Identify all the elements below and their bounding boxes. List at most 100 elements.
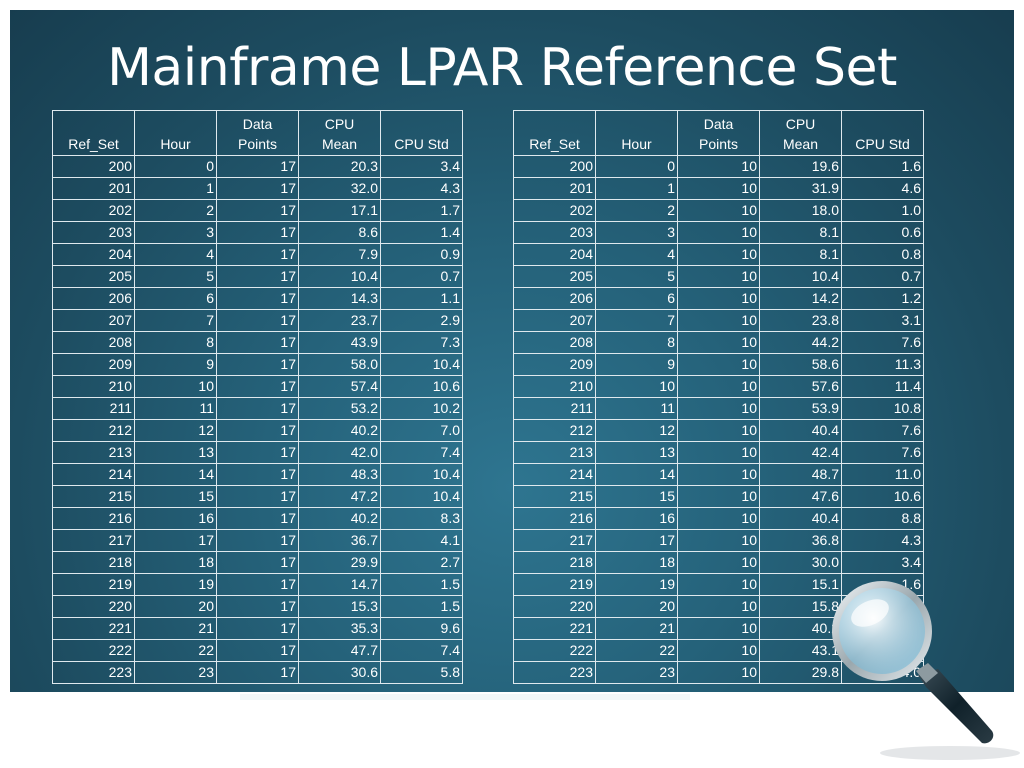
cell-cpu-std: 1.2 <box>841 287 924 310</box>
header-cpu-std: CPU Std <box>380 110 463 156</box>
cell-cpu-std: 8.8 <box>841 507 924 530</box>
cell-ref-set: 215 <box>513 485 596 508</box>
cell-ref-set: 220 <box>52 595 135 618</box>
cell-data-points: 17 <box>216 265 299 288</box>
cell-cpu-mean: 53.2 <box>298 397 381 420</box>
cell-data-points: 17 <box>216 199 299 222</box>
table-row: 223 23 10 29.8 4.0 <box>513 661 924 684</box>
cell-cpu-std: 7.6 <box>841 331 924 354</box>
header-line: Mean <box>782 136 819 152</box>
cell-hour: 6 <box>595 287 678 310</box>
cell-hour: 23 <box>134 661 217 684</box>
table-header-row: Ref_Set Hour Data Points CPU Mean CPU Std <box>513 110 924 156</box>
table-row: 222 22 17 47.7 7.4 <box>52 639 463 662</box>
header-cpu-std: CPU Std <box>841 110 924 156</box>
cell-cpu-mean: 40.2 <box>298 419 381 442</box>
table-row: 203 3 10 8.1 0.6 <box>513 221 924 244</box>
cell-cpu-mean: 31.9 <box>759 177 842 200</box>
cell-cpu-std: 0.7 <box>841 265 924 288</box>
cell-data-points: 17 <box>216 639 299 662</box>
table-row: 221 21 17 35.3 9.6 <box>52 617 463 640</box>
cell-data-points: 17 <box>216 177 299 200</box>
table-row: 209 9 17 58.0 10.4 <box>52 353 463 376</box>
table-row: 202 2 10 18.0 1.0 <box>513 199 924 222</box>
cell-ref-set: 203 <box>513 221 596 244</box>
header-hour: Hour <box>134 110 217 156</box>
cell-cpu-mean: 29.9 <box>298 551 381 574</box>
cell-cpu-std: 5.8 <box>380 661 463 684</box>
cell-ref-set: 212 <box>513 419 596 442</box>
reference-table-right: Ref_Set Hour Data Points CPU Mean CPU Std … <box>513 110 924 684</box>
table-row: 205 5 10 10.4 0.7 <box>513 265 924 288</box>
cell-ref-set: 203 <box>52 221 135 244</box>
page-title: Mainframe LPAR Reference Set <box>107 38 897 98</box>
cell-cpu-std: 4.3 <box>380 177 463 200</box>
cell-ref-set: 206 <box>513 287 596 310</box>
cell-ref-set: 214 <box>513 463 596 486</box>
table-row: 212 12 17 40.2 7.0 <box>52 419 463 442</box>
cell-cpu-mean: 14.3 <box>298 287 381 310</box>
table-header-row: Ref_Set Hour Data Points CPU Mean CPU Std <box>52 110 463 156</box>
table-row: 215 15 17 47.2 10.4 <box>52 485 463 508</box>
cell-ref-set: 217 <box>52 529 135 552</box>
cell-data-points: 17 <box>216 243 299 266</box>
cell-ref-set: 223 <box>52 661 135 684</box>
cell-data-points: 17 <box>216 507 299 530</box>
cell-hour: 13 <box>595 441 678 464</box>
cell-cpu-mean: 43.9 <box>298 331 381 354</box>
table-row: 207 7 10 23.8 3.1 <box>513 309 924 332</box>
cell-cpu-mean: 18.0 <box>759 199 842 222</box>
cell-data-points: 17 <box>216 331 299 354</box>
cell-ref-set: 205 <box>52 265 135 288</box>
cell-hour: 19 <box>134 573 217 596</box>
cell-ref-set: 222 <box>52 639 135 662</box>
cell-cpu-mean: 53.9 <box>759 397 842 420</box>
table-row: 211 11 10 53.9 10.8 <box>513 397 924 420</box>
header-data-points: Data Points <box>677 110 760 156</box>
table-row: 215 15 10 47.6 10.6 <box>513 485 924 508</box>
cell-cpu-mean: 42.0 <box>298 441 381 464</box>
cell-cpu-std: 7.4 <box>380 441 463 464</box>
table-row: 202 2 17 17.1 1.7 <box>52 199 463 222</box>
cell-ref-set: 200 <box>52 155 135 178</box>
cell-hour: 1 <box>595 177 678 200</box>
cell-ref-set: 211 <box>513 397 596 420</box>
cell-hour: 5 <box>134 265 217 288</box>
table-row: 218 18 17 29.9 2.7 <box>52 551 463 574</box>
table-row: 203 3 17 8.6 1.4 <box>52 221 463 244</box>
cell-cpu-mean: 40.2 <box>298 507 381 530</box>
cell-hour: 16 <box>595 507 678 530</box>
cell-hour: 8 <box>595 331 678 354</box>
cell-ref-set: 219 <box>52 573 135 596</box>
header-line: Points <box>238 136 277 152</box>
cell-hour: 22 <box>595 639 678 662</box>
table-row: 200 0 10 19.6 1.6 <box>513 155 924 178</box>
cell-hour: 11 <box>595 397 678 420</box>
cell-hour: 9 <box>134 353 217 376</box>
cell-data-points: 10 <box>677 221 760 244</box>
cell-hour: 0 <box>595 155 678 178</box>
magnifying-glass-icon <box>832 581 1020 760</box>
cell-data-points: 10 <box>677 639 760 662</box>
table-row: 214 14 17 48.3 10.4 <box>52 463 463 486</box>
cell-cpu-std: 4.3 <box>841 529 924 552</box>
cell-data-points: 10 <box>677 287 760 310</box>
cell-ref-set: 219 <box>513 573 596 596</box>
cell-data-points: 17 <box>216 463 299 486</box>
table-row: 214 14 10 48.7 11.0 <box>513 463 924 486</box>
cell-hour: 4 <box>595 243 678 266</box>
cell-cpu-mean: 8.1 <box>759 243 842 266</box>
cell-hour: 17 <box>134 529 217 552</box>
cell-hour: 0 <box>134 155 217 178</box>
cell-data-points: 17 <box>216 221 299 244</box>
cell-cpu-std: 0.8 <box>841 243 924 266</box>
cell-hour: 14 <box>134 463 217 486</box>
cell-cpu-std: 10.4 <box>380 353 463 376</box>
cell-cpu-mean: 14.2 <box>759 287 842 310</box>
cell-cpu-std: 11.0 <box>841 463 924 486</box>
cell-cpu-mean: 58.6 <box>759 353 842 376</box>
cell-ref-set: 208 <box>513 331 596 354</box>
cell-cpu-std: 10.6 <box>841 485 924 508</box>
cell-cpu-mean: 29.8 <box>759 661 842 684</box>
cell-ref-set: 214 <box>52 463 135 486</box>
